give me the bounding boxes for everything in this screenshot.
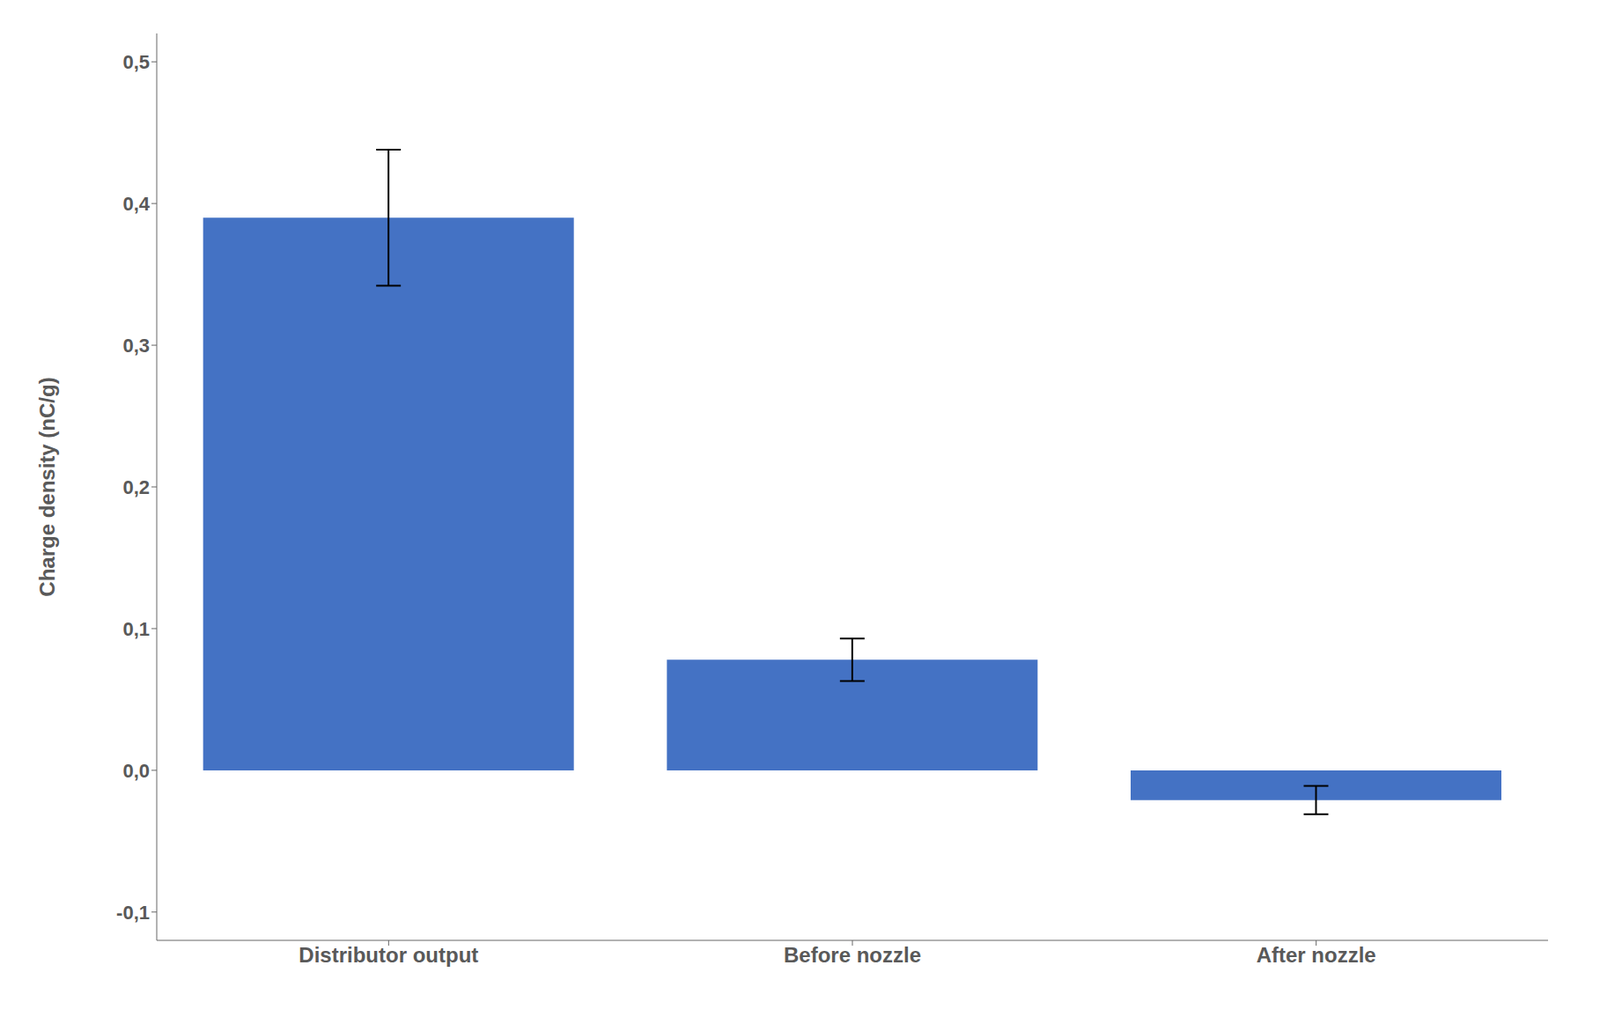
svg-text:Charge density (nC/g): Charge density (nC/g) (35, 376, 59, 597)
svg-text:After nozzle: After nozzle (1256, 943, 1377, 967)
svg-text:0,4: 0,4 (122, 192, 150, 215)
svg-text:0,3: 0,3 (122, 334, 150, 357)
svg-text:-0,1: -0,1 (116, 901, 150, 924)
svg-text:0,2: 0,2 (122, 476, 150, 499)
svg-text:Distributor output: Distributor output (298, 943, 479, 967)
svg-text:0,0: 0,0 (122, 759, 150, 782)
svg-text:0,5: 0,5 (122, 51, 150, 74)
svg-text:0,1: 0,1 (122, 618, 150, 641)
svg-text:Before nozzle: Before nozzle (783, 943, 922, 967)
